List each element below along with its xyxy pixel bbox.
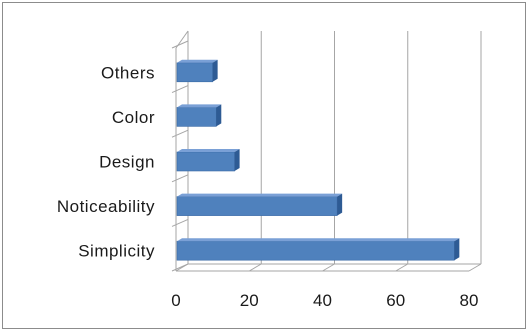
chart-frame: Others Color Design Noticeability Simplicity… <box>2 2 526 329</box>
bar <box>176 240 455 261</box>
bar-top <box>177 104 222 108</box>
bar-side <box>454 238 460 261</box>
category-label: Noticeability <box>57 197 155 216</box>
bar <box>176 196 338 216</box>
bar <box>176 62 213 83</box>
bar-side <box>216 104 222 127</box>
category-separator <box>171 174 189 183</box>
floor-gridline <box>322 263 335 272</box>
category-separator <box>171 40 189 49</box>
bar-top <box>177 59 218 63</box>
category-label: Color <box>112 108 155 127</box>
category-label: Others <box>101 63 155 82</box>
bar-top <box>177 149 240 152</box>
floor-gridline <box>248 263 262 272</box>
category-label: Design <box>99 153 155 172</box>
floor-gridline <box>395 263 409 272</box>
x-tick-label: 0 <box>171 291 180 310</box>
x-tick-label: 60 <box>386 291 405 310</box>
category-separator <box>171 218 189 227</box>
x-tick-label: 20 <box>240 291 259 310</box>
category-separator <box>171 129 189 138</box>
bar-side <box>337 193 343 216</box>
bar-top <box>177 238 460 242</box>
bar-top <box>177 193 343 197</box>
category-label: Simplicity <box>78 242 155 261</box>
x-tick-label: 80 <box>460 291 479 310</box>
floor-gridline <box>468 263 482 272</box>
bar <box>176 107 217 127</box>
bar-side <box>234 149 240 171</box>
bar <box>176 151 235 172</box>
category-separator <box>171 85 189 94</box>
bar-chart: Others Color Design Noticeability Simplicity… <box>57 30 482 310</box>
bar-side <box>212 59 218 82</box>
category-separator <box>171 263 189 272</box>
x-tick-label: 40 <box>313 291 332 310</box>
